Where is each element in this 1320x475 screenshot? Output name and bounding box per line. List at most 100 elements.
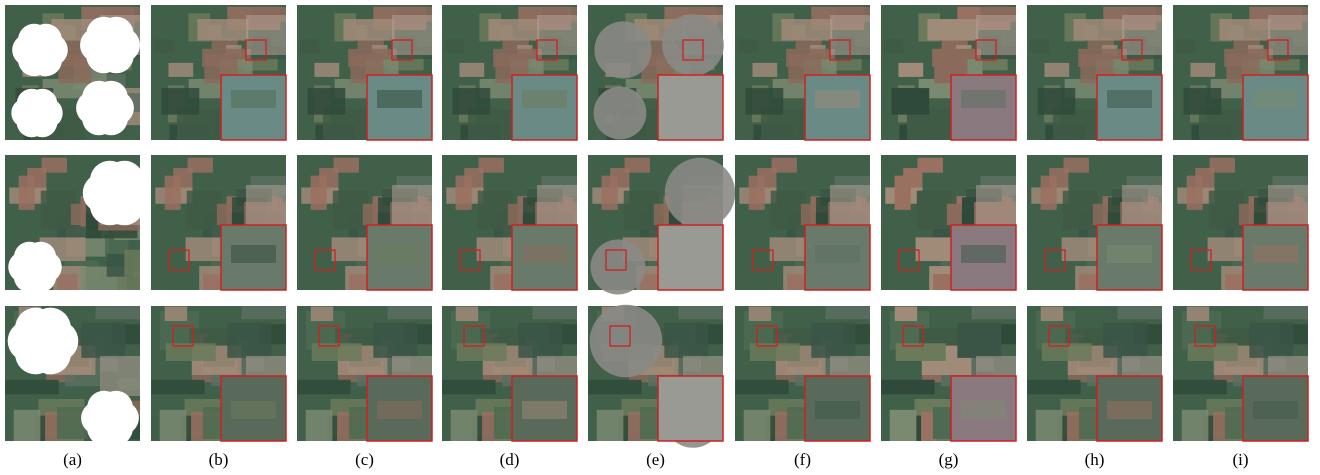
field-patch: [19, 176, 35, 210]
field-patch: [749, 176, 765, 210]
field-patch: [451, 410, 478, 441]
field-patch: [197, 19, 248, 41]
inset-detail: [231, 245, 276, 263]
field-patch: [735, 380, 788, 395]
inset-detail: [377, 401, 422, 419]
image-panel: [735, 5, 870, 140]
image-panel: [1173, 5, 1308, 140]
town-area: [1122, 185, 1162, 225]
field-patch: [744, 410, 771, 441]
field-patch: [1173, 380, 1226, 395]
field-patch: [160, 410, 187, 441]
field-patch: [388, 306, 432, 319]
field-patch: [1187, 176, 1203, 210]
image-panel: [881, 306, 1016, 441]
field-patch: [478, 191, 513, 229]
panel-label: (h): [1085, 450, 1105, 469]
inset-detail: [1253, 245, 1298, 263]
field-patch: [1063, 191, 1098, 229]
field-patch: [771, 191, 806, 229]
field-patch: [738, 39, 757, 53]
town-area: [830, 185, 870, 225]
image-panel: [151, 306, 286, 441]
field-patch: [300, 39, 319, 53]
field-patch: [373, 323, 417, 358]
inset-detail: [522, 245, 567, 263]
panel-label: (b): [209, 450, 229, 469]
field-patch: [625, 158, 650, 173]
field-patch: [168, 63, 193, 77]
field-patch: [488, 19, 539, 41]
cloud-mask: [88, 396, 131, 439]
inset-detail: [522, 90, 567, 108]
image-panel: [442, 155, 577, 290]
filled-region: [590, 305, 663, 378]
image-panel: [1027, 155, 1162, 290]
field-patch: [918, 158, 943, 173]
field-patch: [453, 88, 491, 115]
field-patch: [1044, 63, 1069, 77]
field-patch: [1064, 158, 1089, 173]
field-patch: [227, 323, 271, 358]
field-patch: [1209, 191, 1244, 229]
inset-detail: [231, 401, 276, 419]
field-patch: [459, 63, 484, 77]
image-panel: [588, 305, 723, 448]
inset-detail: [1107, 245, 1152, 263]
field-patch: [890, 410, 917, 441]
field-patch: [343, 19, 394, 41]
field-patch: [1190, 63, 1215, 77]
cloud-mask: [15, 247, 55, 287]
image-panel: [1027, 306, 1162, 441]
inset-detail: [815, 90, 860, 108]
field-patch: [442, 380, 495, 395]
field-patch: [57, 274, 77, 290]
panel-label: (f): [794, 450, 811, 469]
inset-detail: [815, 245, 860, 263]
inset-detail: [815, 401, 860, 419]
field-patch: [749, 307, 771, 321]
image-panel: [881, 155, 1016, 290]
image-panel: [881, 5, 1016, 140]
field-patch: [1219, 19, 1270, 41]
field-patch: [187, 191, 222, 229]
field-patch: [81, 323, 125, 358]
image-panel: [588, 5, 724, 140]
field-patch: [456, 307, 478, 321]
inset-detail: [1253, 90, 1298, 108]
field-patch: [42, 158, 67, 173]
field-patch: [165, 176, 181, 210]
field-patch: [1182, 410, 1209, 441]
image-panel: [297, 5, 432, 140]
zoom-inset: [658, 225, 723, 290]
image-panel: [5, 5, 140, 140]
field-patch: [165, 307, 187, 321]
field-patch: [752, 63, 777, 77]
inset-detail: [522, 401, 567, 419]
cloud-mask: [91, 167, 142, 218]
field-patch: [124, 250, 140, 277]
image-panel: [1173, 155, 1308, 290]
image-panel: [735, 306, 870, 441]
image-panel: [151, 5, 286, 140]
field-patch: [1038, 88, 1076, 115]
field-patch: [445, 39, 464, 53]
town-area: [100, 356, 140, 396]
field-patch: [154, 39, 173, 53]
field-patch: [664, 323, 708, 358]
image-panel: [735, 155, 870, 290]
field-patch: [1041, 307, 1063, 321]
inset-detail: [1107, 90, 1152, 108]
field-patch: [518, 323, 562, 358]
field-patch: [533, 306, 577, 319]
panel-label: (d): [500, 450, 520, 469]
cloud-mask: [83, 86, 126, 129]
filled-region: [591, 240, 646, 295]
field-patch: [892, 88, 930, 115]
image-panel: [1027, 5, 1162, 140]
town-area: [537, 185, 577, 225]
field-patch: [1041, 176, 1057, 210]
inset-detail: [961, 401, 1006, 419]
field-patch: [1264, 306, 1308, 319]
field-patch: [746, 88, 784, 115]
